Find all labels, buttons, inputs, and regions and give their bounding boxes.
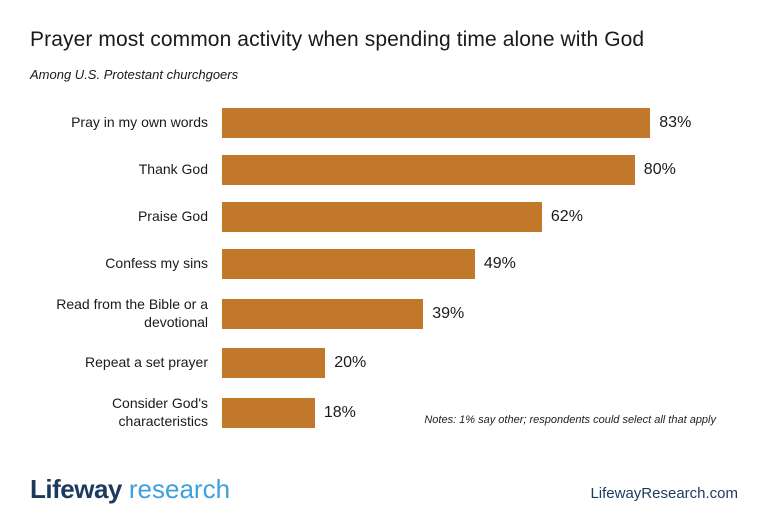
value-label: 62% bbox=[550, 208, 583, 225]
bar-track: 62% bbox=[222, 202, 738, 232]
chart-notes: Notes: 1% say other; respondents could s… bbox=[424, 414, 716, 426]
bar-track: 18% bbox=[222, 397, 738, 428]
chart-subtitle: Among U.S. Protestant churchgoers bbox=[30, 67, 239, 82]
value-label: 18% bbox=[323, 403, 356, 421]
bar bbox=[222, 155, 635, 185]
footer: Lifeway research LifewayResearch.com bbox=[30, 476, 738, 502]
bar-row: Repeat a set prayer 20% bbox=[30, 348, 738, 378]
bar-track: 20% bbox=[222, 348, 738, 378]
category-label: Praise God bbox=[137, 208, 208, 225]
category-label: Repeat a set prayer bbox=[85, 354, 208, 371]
lifeway-research-logo: Lifeway research bbox=[30, 476, 230, 502]
brand-primary-text: Lifeway bbox=[30, 474, 122, 504]
bar-row: Thank God 80% bbox=[30, 155, 738, 185]
chart-title: Prayer most common activity when spendin… bbox=[30, 28, 645, 51]
bar bbox=[222, 298, 424, 329]
bar-chart: Pray in my own words 83% Thank God 80% Prais… bbox=[30, 108, 738, 430]
website-url: LifewayResearch.com bbox=[590, 485, 738, 502]
brand-secondary-text: research bbox=[128, 474, 231, 504]
bar-row: Read from the Bible or a devotional 39% bbox=[30, 296, 738, 331]
bar bbox=[222, 249, 475, 279]
value-label: 80% bbox=[643, 161, 676, 178]
value-label: 20% bbox=[334, 354, 367, 371]
category-label: Pray in my own words bbox=[71, 114, 208, 131]
bar-track: 80% bbox=[222, 155, 738, 185]
bar-row: Confess my sins 49% bbox=[30, 249, 738, 279]
bar-row: Praise God 62% bbox=[30, 202, 738, 232]
bar-row: Pray in my own words 83% bbox=[30, 108, 738, 138]
value-label: 49% bbox=[483, 255, 516, 272]
category-label: Read from the Bible or a devotional bbox=[56, 296, 208, 330]
bar bbox=[222, 397, 315, 428]
bar bbox=[222, 108, 651, 138]
bar-row: Consider God's characteristics 18% bbox=[30, 395, 738, 430]
chart-page: Prayer most common activity when spendin… bbox=[30, 28, 738, 430]
bar-track: 39% bbox=[222, 298, 738, 329]
category-label: Consider God's characteristics bbox=[111, 395, 208, 429]
bar bbox=[222, 202, 542, 232]
bar bbox=[222, 348, 326, 378]
value-label: 39% bbox=[432, 304, 465, 322]
category-label: Thank God bbox=[138, 161, 208, 178]
value-label: 83% bbox=[659, 114, 692, 131]
category-label: Confess my sins bbox=[105, 255, 208, 272]
bar-track: 49% bbox=[222, 249, 738, 279]
bar-track: 83% bbox=[222, 108, 738, 138]
